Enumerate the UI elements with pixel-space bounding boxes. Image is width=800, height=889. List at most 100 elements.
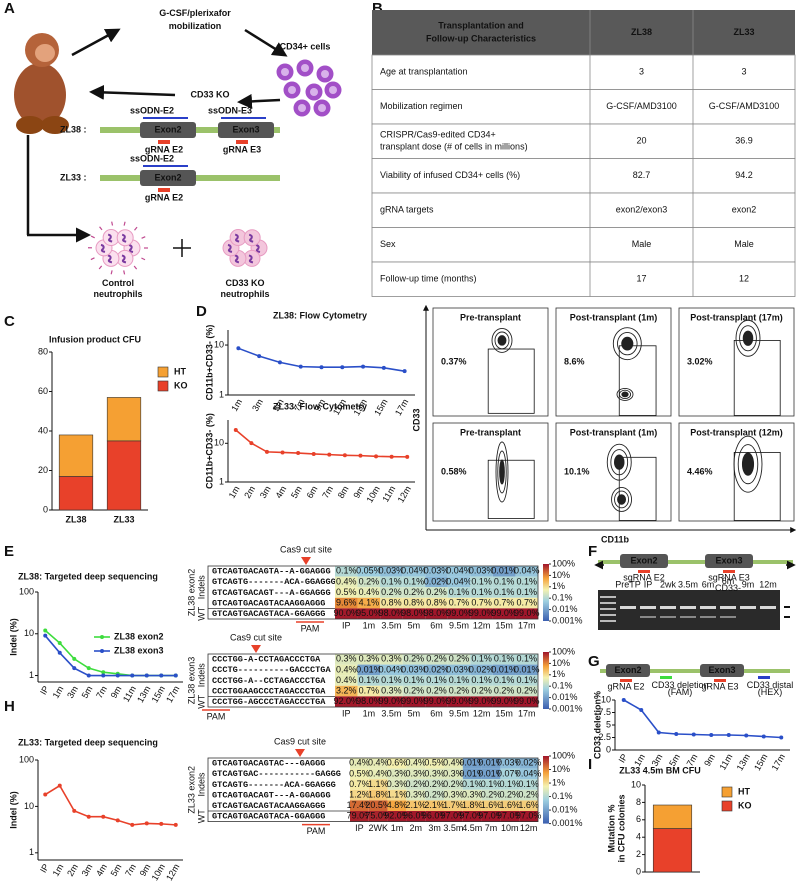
y-tick-label: 1	[29, 670, 34, 680]
cell-label: 0.1%	[516, 675, 537, 685]
x-tick-label: 17m	[770, 752, 787, 772]
cell-label: 0.3%	[406, 768, 427, 778]
x-tick-label: 1m	[229, 397, 244, 413]
legend-label: ZL38 exon3	[114, 645, 164, 655]
y-tick-label: 1	[29, 847, 34, 857]
lane-label: 6m	[722, 576, 735, 586]
heatmap-cell	[402, 587, 426, 598]
cut-site-label: Cas9 cut site	[274, 736, 326, 746]
rule	[99, 226, 103, 231]
point	[381, 365, 386, 370]
heatmap-frame	[207, 565, 539, 620]
y-tick-label: 40	[38, 425, 48, 435]
chart-title: ZL38: Targeted deep sequencing	[18, 571, 158, 581]
guide	[158, 140, 170, 144]
rule	[111, 221, 114, 226]
lane-label: 12m	[759, 579, 777, 589]
cell-label: 0.7%	[471, 597, 492, 607]
y-tick-label: 100	[19, 754, 34, 764]
heatmap-cell	[462, 789, 482, 801]
label: neutrophils	[94, 289, 143, 299]
cell-label: 1.2%	[349, 789, 370, 799]
cell-label: 0.2%	[406, 779, 427, 789]
legend-label: KO	[174, 380, 188, 390]
table-cell: G-CSF/AMD3100	[606, 101, 677, 111]
cell-label: 0.3%	[359, 654, 380, 664]
cell-label: 0.03%	[401, 664, 427, 674]
heatmap-cell	[406, 768, 426, 780]
cell-label: 0.3%	[443, 768, 464, 778]
x-tick-label: 3m	[250, 397, 265, 413]
legend-label: ZL38 exon2	[114, 631, 164, 641]
gate-percent: 4.46%	[687, 466, 713, 476]
heatmap-cell	[380, 566, 403, 577]
flow-plot	[678, 422, 795, 522]
column-label: 3.5m	[381, 708, 401, 718]
cell-label: 97.0%	[497, 811, 523, 821]
column-label: 1m	[391, 823, 404, 833]
gel-band	[640, 616, 656, 618]
heatmap-cell	[500, 768, 520, 780]
heatmap-cell	[492, 608, 516, 619]
header-cell: Follow-up Characteristics	[426, 33, 536, 43]
heatmap-cell	[492, 675, 516, 686]
point	[726, 733, 731, 737]
guide	[723, 570, 735, 573]
cell-label: 99.0%	[514, 696, 540, 706]
heatmap-cell	[515, 664, 538, 676]
heatmap-cell	[470, 587, 493, 598]
monkey-body	[14, 63, 66, 127]
guide	[236, 140, 248, 144]
arrow	[89, 84, 176, 100]
panel-label: H	[4, 698, 15, 715]
bar-segment	[106, 440, 142, 511]
point	[130, 822, 135, 827]
x-tick-label: 15m	[752, 752, 769, 772]
heatmap-cell	[380, 597, 403, 609]
cell-label: 0.1%	[381, 675, 402, 685]
heatmap-cell	[335, 576, 358, 588]
chart-title: ZL33: Flow Cytometry	[273, 401, 367, 411]
heatmap-cell	[444, 800, 463, 811]
bar-segment	[58, 476, 94, 511]
cell-label: 0.02%	[424, 576, 450, 586]
heatmap-cell	[425, 587, 448, 598]
cell-label: 0.3%	[336, 654, 357, 664]
density-contour	[617, 494, 626, 505]
cell-label: 0.1%	[462, 779, 483, 789]
cell-label: 0.1%	[336, 566, 357, 576]
column-label: 4.5m	[462, 823, 482, 833]
band-marker	[784, 616, 790, 618]
sequence: GTCAGTGACAGT---A-GGAGGG	[212, 588, 331, 598]
rule	[98, 265, 103, 270]
legend-label: KO	[738, 800, 752, 810]
cell-label: 0.1%	[494, 654, 515, 664]
cell-label: 0.2%	[424, 789, 445, 799]
heatmap-cell	[350, 811, 369, 822]
table-cell: 17	[636, 274, 646, 284]
sequence: GTCAGTGACAGTACAAGGAGGG	[212, 598, 325, 608]
heatmap-cell	[492, 576, 516, 588]
cell-label: 0.2%	[516, 685, 537, 695]
gel-band	[700, 606, 716, 609]
heatmap-cell	[515, 566, 538, 577]
density-contour	[606, 443, 632, 481]
point	[342, 453, 347, 458]
cell-nucleus	[281, 68, 289, 76]
cell-label: 0.03%	[469, 566, 495, 576]
heatmap-frame	[207, 653, 539, 708]
density-contour	[735, 319, 761, 357]
bar-segment	[58, 434, 94, 477]
point	[744, 733, 749, 738]
sequence: GTCAGTG-------ACA-GGAGGG	[212, 780, 336, 790]
cell-label: 0.01%	[356, 664, 382, 674]
heatmap-cell	[425, 789, 444, 801]
cell-label: 0.2%	[359, 576, 380, 586]
label: gRNA E2	[145, 144, 183, 154]
colorbar-label: 100%	[552, 558, 575, 568]
group-label: ZL38 exon2	[186, 569, 196, 617]
point	[72, 808, 77, 813]
cell-label: 0.3%	[387, 779, 408, 789]
cut-site-marker	[295, 749, 305, 757]
heatmap-cell	[492, 696, 516, 707]
